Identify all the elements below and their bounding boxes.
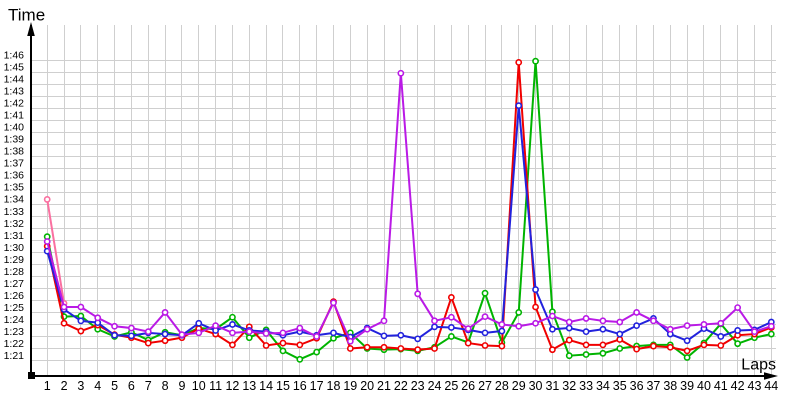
svg-text:44: 44 xyxy=(764,379,778,393)
svg-text:27: 27 xyxy=(478,379,492,393)
svg-text:31: 31 xyxy=(545,379,559,393)
svg-text:29: 29 xyxy=(512,379,526,393)
svg-text:39: 39 xyxy=(680,379,694,393)
svg-text:25: 25 xyxy=(444,379,458,393)
svg-text:1: 1 xyxy=(44,379,51,393)
svg-text:24: 24 xyxy=(428,379,442,393)
svg-text:12: 12 xyxy=(225,379,239,393)
svg-text:1:37: 1:37 xyxy=(4,158,25,170)
svg-text:1:30: 1:30 xyxy=(4,242,25,254)
svg-text:1:38: 1:38 xyxy=(4,146,25,158)
svg-text:1:33: 1:33 xyxy=(4,206,25,218)
svg-text:Laps: Laps xyxy=(741,357,776,374)
svg-text:34: 34 xyxy=(596,379,610,393)
svg-text:1:34: 1:34 xyxy=(4,194,25,206)
svg-text:1:43: 1:43 xyxy=(4,86,25,98)
svg-text:1:32: 1:32 xyxy=(4,218,25,230)
svg-text:33: 33 xyxy=(579,379,593,393)
svg-text:1:46: 1:46 xyxy=(4,50,25,62)
svg-text:30: 30 xyxy=(529,379,543,393)
svg-text:10: 10 xyxy=(192,379,206,393)
svg-text:43: 43 xyxy=(748,379,762,393)
svg-text:7: 7 xyxy=(145,379,152,393)
svg-text:13: 13 xyxy=(242,379,256,393)
svg-text:1:29: 1:29 xyxy=(4,254,25,266)
svg-text:18: 18 xyxy=(327,379,341,393)
svg-text:37: 37 xyxy=(646,379,660,393)
svg-text:15: 15 xyxy=(276,379,290,393)
svg-text:17: 17 xyxy=(310,379,324,393)
svg-text:5: 5 xyxy=(111,379,118,393)
svg-text:42: 42 xyxy=(731,379,745,393)
svg-text:8: 8 xyxy=(162,379,169,393)
svg-text:9: 9 xyxy=(178,379,185,393)
svg-text:1:40: 1:40 xyxy=(4,122,25,134)
svg-text:14: 14 xyxy=(259,379,273,393)
svg-text:35: 35 xyxy=(613,379,627,393)
svg-text:1:27: 1:27 xyxy=(4,278,25,290)
svg-text:36: 36 xyxy=(630,379,644,393)
svg-text:1:44: 1:44 xyxy=(4,74,25,86)
svg-text:1:22: 1:22 xyxy=(4,338,25,350)
svg-text:1:42: 1:42 xyxy=(4,98,25,110)
svg-text:40: 40 xyxy=(697,379,711,393)
svg-text:21: 21 xyxy=(377,379,391,393)
svg-text:1:21: 1:21 xyxy=(4,350,25,362)
svg-text:Time: Time xyxy=(8,6,45,25)
svg-text:1:45: 1:45 xyxy=(4,62,25,74)
svg-text:1:24: 1:24 xyxy=(4,314,25,326)
svg-text:11: 11 xyxy=(209,379,222,393)
svg-text:22: 22 xyxy=(394,379,408,393)
svg-text:1:41: 1:41 xyxy=(4,110,25,122)
svg-text:38: 38 xyxy=(663,379,677,393)
svg-text:3: 3 xyxy=(77,379,84,393)
svg-text:16: 16 xyxy=(293,379,307,393)
svg-text:1:26: 1:26 xyxy=(4,290,25,302)
svg-text:1:39: 1:39 xyxy=(4,134,25,146)
svg-text:23: 23 xyxy=(411,379,425,393)
svg-text:20: 20 xyxy=(360,379,374,393)
svg-text:19: 19 xyxy=(343,379,357,393)
svg-text:4: 4 xyxy=(94,379,101,393)
svg-text:1:28: 1:28 xyxy=(4,266,25,278)
svg-text:26: 26 xyxy=(461,379,475,393)
svg-text:6: 6 xyxy=(128,379,135,393)
svg-text:1:25: 1:25 xyxy=(4,302,25,314)
svg-text:1:35: 1:35 xyxy=(4,182,25,194)
svg-text:1:23: 1:23 xyxy=(4,326,25,338)
svg-text:1:36: 1:36 xyxy=(4,170,25,182)
svg-text:41: 41 xyxy=(714,379,728,393)
svg-text:28: 28 xyxy=(495,379,509,393)
svg-text:32: 32 xyxy=(562,379,576,393)
svg-text:1:31: 1:31 xyxy=(4,230,25,242)
svg-text:2: 2 xyxy=(61,379,68,393)
